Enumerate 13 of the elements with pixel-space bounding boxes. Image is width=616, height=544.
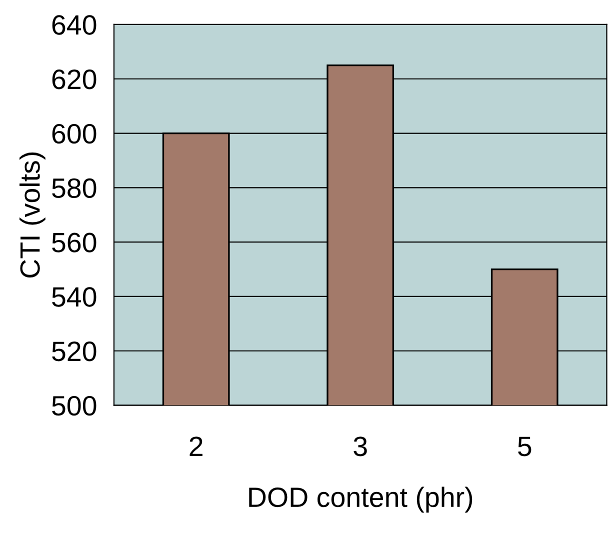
y-axis-title: CTI (volts) xyxy=(20,152,46,278)
y-tick-label: 640 xyxy=(52,15,96,35)
y-tick-label: 600 xyxy=(52,124,96,144)
y-tick-label: 500 xyxy=(52,396,96,416)
y-tick-label: 580 xyxy=(52,178,96,198)
y-tick-label: 520 xyxy=(52,342,96,362)
x-tick-label: 3 xyxy=(354,436,367,456)
x-tick-label: 5 xyxy=(518,436,532,456)
y-tick-label: 620 xyxy=(52,70,96,90)
x-tick-label: 2 xyxy=(190,436,202,456)
x-axis-title: DOD content (phr) xyxy=(249,486,472,513)
y-tick-label: 540 xyxy=(52,287,96,307)
y-tick-label: 560 xyxy=(52,232,96,252)
